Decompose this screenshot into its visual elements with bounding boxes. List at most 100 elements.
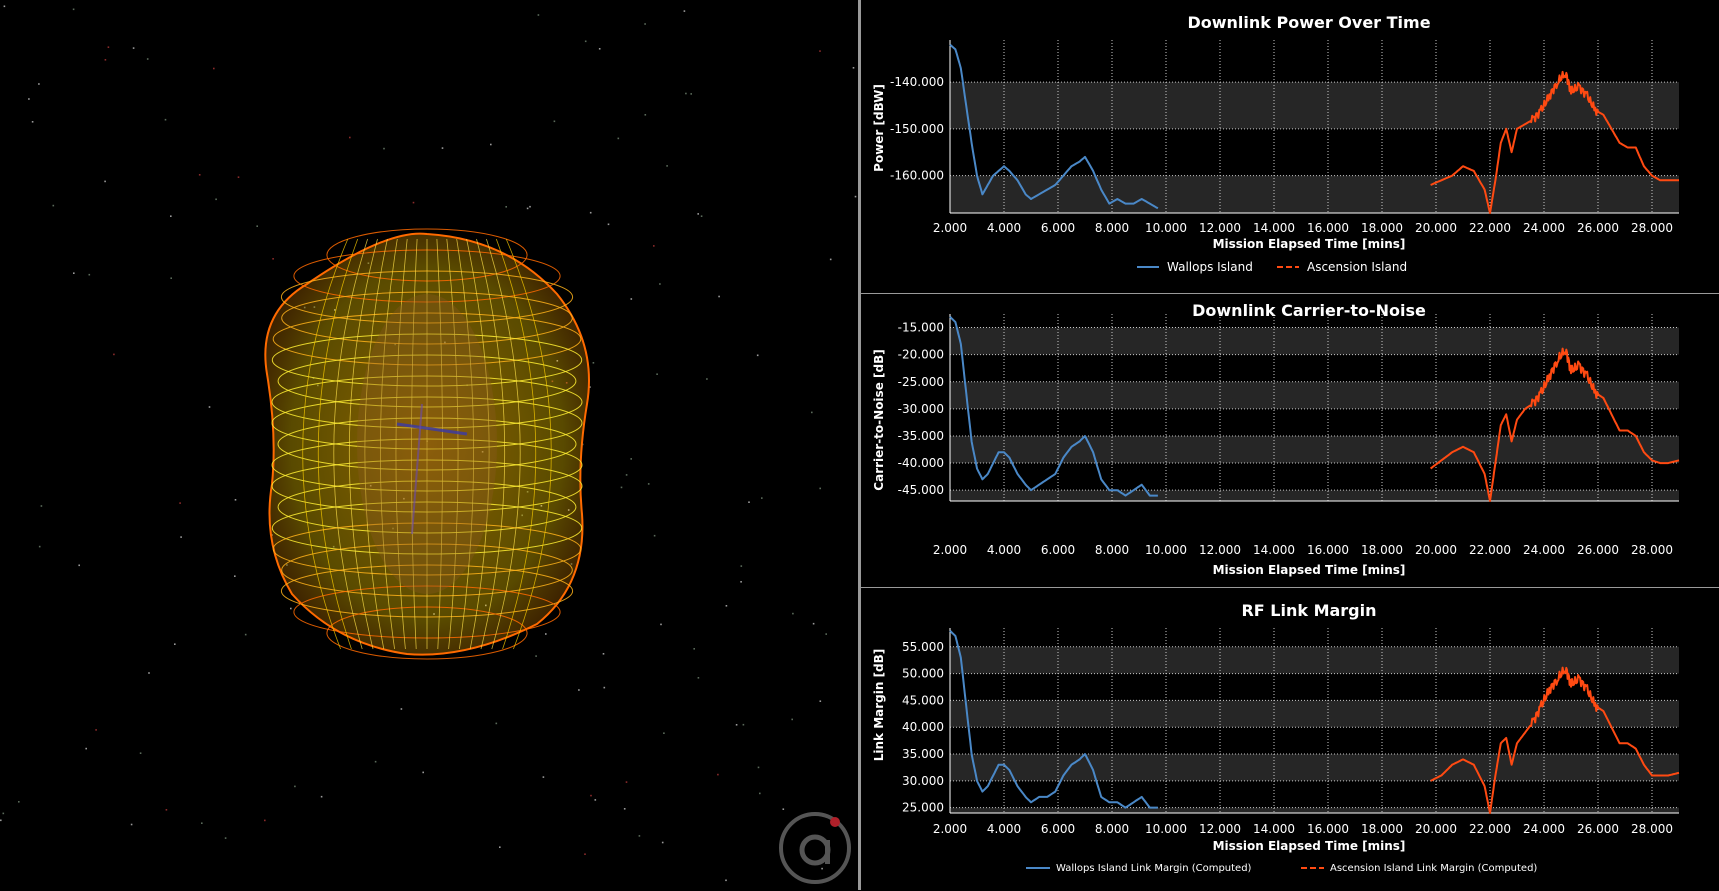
star: [623, 808, 626, 810]
star: [244, 633, 247, 636]
spacecraft-axis: [396, 422, 468, 436]
wireframe-meridian: [411, 238, 418, 650]
y-tick-label: 55.000: [902, 640, 944, 654]
star: [854, 195, 857, 198]
star: [825, 633, 827, 635]
grid-band: [950, 82, 1679, 129]
y-tick-label: -40.000: [898, 456, 944, 470]
3d-viewport[interactable]: [0, 0, 858, 890]
star: [603, 686, 606, 689]
chart-title: Downlink Power Over Time: [1187, 13, 1430, 32]
antenna-pattern-wireframe: [264, 228, 590, 660]
panel-divider[interactable]: [858, 0, 861, 890]
star: [164, 118, 167, 121]
wireframe-meridian: [466, 238, 490, 650]
pattern-core: [357, 294, 497, 594]
x-tick-label: 28.000: [1631, 543, 1673, 557]
series-line-ascension: [1430, 666, 1680, 814]
star: [400, 708, 403, 710]
antenna-pattern-scene[interactable]: [0, 0, 858, 890]
star: [256, 225, 258, 227]
star: [607, 223, 610, 226]
x-tick-label: 4.000: [987, 221, 1021, 235]
chart-title: Downlink Carrier-to-Noise: [1192, 301, 1426, 320]
spacecraft-axis: [411, 403, 423, 535]
star: [148, 672, 150, 674]
x-tick-label: 24.000: [1523, 221, 1565, 235]
star: [495, 722, 498, 725]
y-tick-label: -35.000: [898, 429, 944, 443]
series-line-wallops: [949, 629, 1158, 809]
legend-label-wallops: Wallops Island: [1167, 260, 1253, 274]
link-margin-chart: RF Link Margin Link Margin [dB] Mission …: [872, 601, 1680, 874]
x-axis-label: Mission Elapsed Time [mins]: [1213, 563, 1406, 577]
x-tick-label: 2.000: [933, 543, 967, 557]
x-tick-label: 12.000: [1199, 822, 1241, 836]
y-axis-label: Link Margin [dB]: [872, 649, 886, 762]
star: [584, 853, 586, 855]
star: [198, 174, 201, 176]
star: [537, 14, 540, 16]
x-tick-label: 16.000: [1307, 221, 1349, 235]
y-tick-label: 40.000: [902, 720, 944, 734]
x-tick-label: 26.000: [1577, 221, 1619, 235]
wireframe-meridian: [495, 238, 537, 650]
star: [31, 121, 34, 123]
wireframe-meridian: [505, 238, 552, 650]
star: [113, 353, 115, 356]
wireframe-meridian: [302, 238, 349, 650]
star: [620, 486, 623, 489]
chart-panel-carrier-to-noise: Downlink Carrier-to-Noise Carrier-to-Noi…: [861, 293, 1719, 587]
star: [656, 373, 658, 375]
grid-band: [950, 807, 1679, 813]
star: [542, 776, 545, 778]
grid-band: [950, 646, 1679, 674]
star: [146, 58, 149, 60]
wireframe-meridian: [364, 238, 388, 650]
x-tick-label: 6.000: [1041, 221, 1075, 235]
y-tick-label: -160.000: [890, 169, 944, 183]
star: [697, 213, 699, 215]
x-tick-label: 4.000: [987, 822, 1021, 836]
star: [130, 823, 133, 826]
star: [757, 766, 760, 769]
x-tick-label: 10.000: [1145, 543, 1187, 557]
star: [697, 677, 700, 679]
star: [782, 808, 785, 810]
wireframe-meridian: [486, 238, 521, 650]
star: [38, 545, 41, 548]
grid-band: [950, 700, 1679, 728]
y-tick-label: -25.000: [898, 375, 944, 389]
star: [180, 536, 182, 538]
x-tick-label: 24.000: [1523, 543, 1565, 557]
star: [735, 724, 738, 726]
star: [594, 799, 597, 801]
star: [3, 5, 6, 8]
star: [761, 497, 763, 499]
star: [201, 822, 203, 824]
wireframe-meridian: [476, 238, 506, 650]
star: [85, 747, 87, 750]
star: [663, 732, 665, 734]
star: [718, 295, 720, 298]
star: [441, 147, 444, 149]
star: [215, 198, 217, 201]
agi-logo-icon: [775, 808, 855, 888]
star: [706, 378, 708, 380]
x-tick-label: 28.000: [1631, 822, 1673, 836]
star: [179, 502, 181, 504]
star: [18, 801, 20, 803]
star: [374, 760, 377, 763]
star: [2, 812, 5, 815]
wireframe-meridian: [446, 238, 459, 650]
star: [290, 607, 292, 610]
x-tick-label: 16.000: [1307, 822, 1349, 836]
star: [165, 809, 168, 811]
x-tick-label: 18.000: [1361, 822, 1403, 836]
star: [756, 354, 759, 357]
star: [659, 283, 661, 285]
y-tick-label: 30.000: [902, 774, 944, 788]
star: [690, 93, 692, 95]
y-tick-label: -45.000: [898, 483, 944, 497]
star: [829, 258, 832, 261]
